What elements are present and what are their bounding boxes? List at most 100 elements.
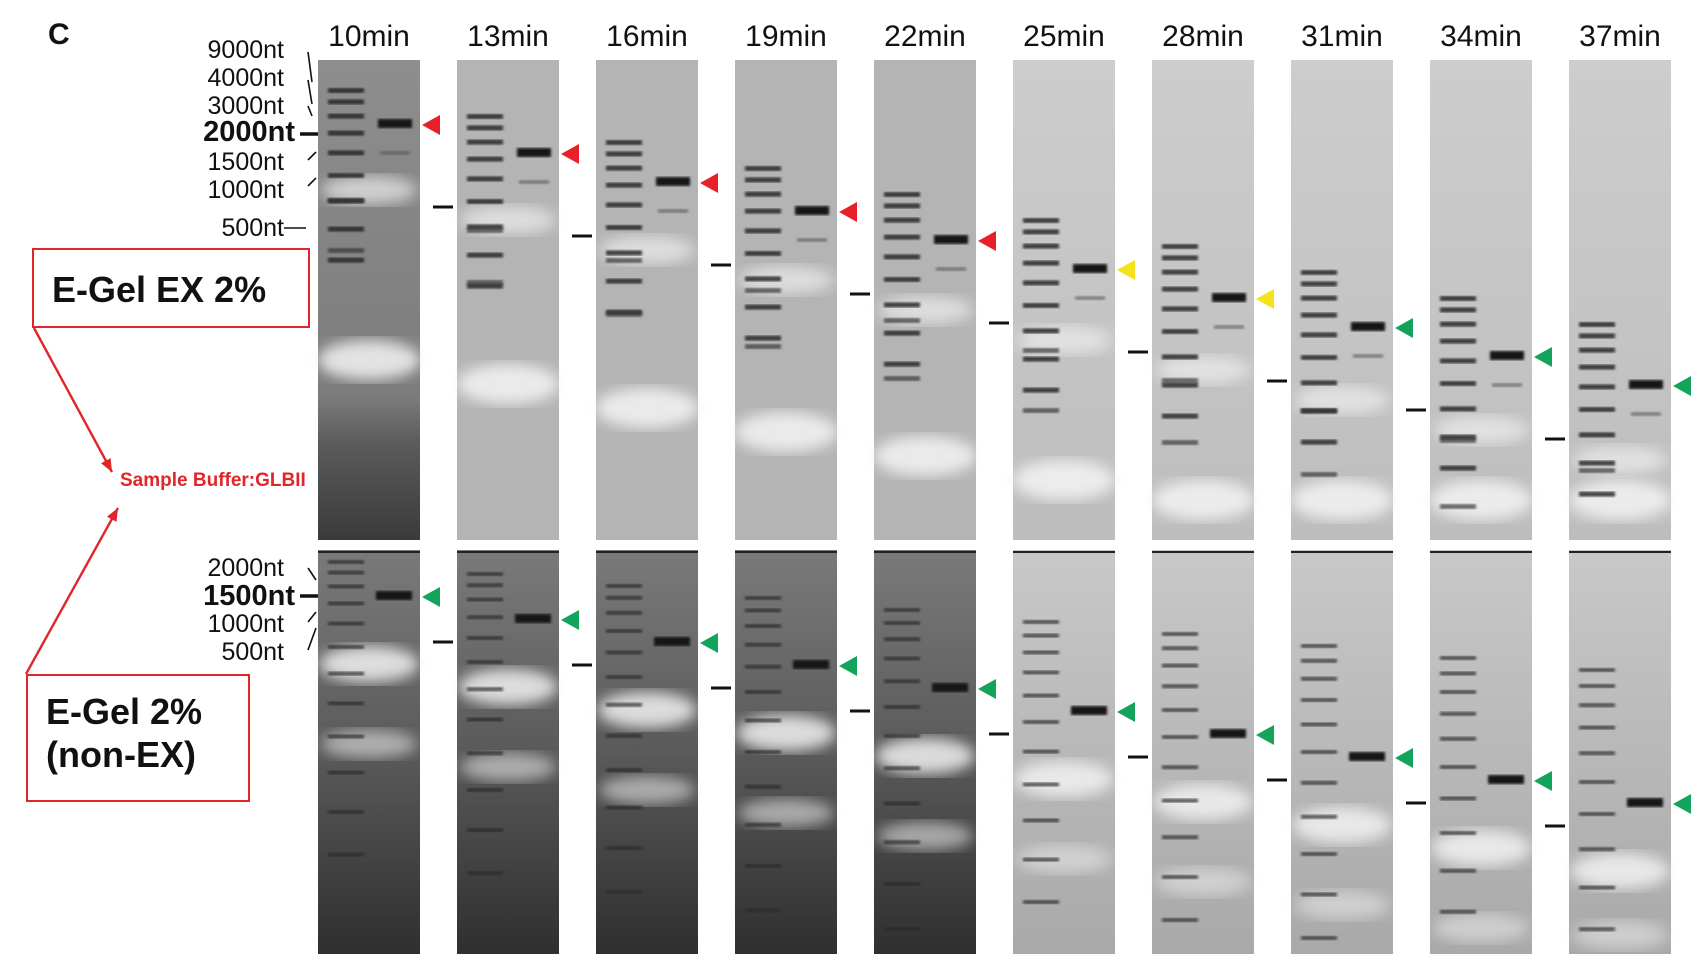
bottom-arrow-green-icon bbox=[561, 610, 579, 630]
bottom-ladder-band bbox=[745, 784, 781, 789]
top-ladder-band bbox=[1440, 358, 1476, 364]
bottom-ladder-band bbox=[884, 801, 920, 806]
bottom-ladder-band bbox=[1301, 750, 1337, 754]
bottom-dye-front bbox=[1431, 830, 1531, 866]
bottom-sample-band bbox=[654, 637, 690, 646]
top-ladder-band bbox=[1162, 329, 1198, 334]
bottom-dye-front-2 bbox=[460, 753, 556, 781]
bottom-ladder-band bbox=[1162, 708, 1198, 712]
top-sample-band bbox=[1490, 351, 1524, 360]
bottom-ladder-band bbox=[606, 584, 642, 588]
top-ladder-band bbox=[467, 156, 503, 162]
bottom-ladder-band bbox=[745, 608, 781, 613]
bottom-ladder-band bbox=[1162, 735, 1198, 739]
bottom-box-arrow-head bbox=[106, 508, 118, 522]
bottom-ladder-band bbox=[1023, 693, 1059, 698]
bottom-ladder-band bbox=[467, 871, 503, 876]
top-loading-glow bbox=[738, 266, 834, 294]
top-ladder-band bbox=[1440, 438, 1476, 443]
top-ladder-band bbox=[1023, 348, 1059, 353]
time-label-37min: 37min bbox=[1579, 20, 1661, 53]
top-sample-faint-band bbox=[380, 151, 410, 155]
top-ladder-band bbox=[1162, 382, 1198, 388]
bottom-dye-front bbox=[1153, 784, 1253, 820]
bottom-ladder-band bbox=[745, 750, 781, 754]
top-ladder-band bbox=[1579, 384, 1615, 390]
top-box-arrow-head bbox=[101, 458, 112, 472]
top-ladder-band bbox=[1162, 306, 1198, 312]
bottom-ladder-band bbox=[1023, 818, 1059, 823]
top-box-arrow bbox=[32, 327, 114, 473]
bottom-ladder-band bbox=[745, 718, 781, 723]
top-arrow-red-icon bbox=[700, 173, 718, 193]
top-ladder-band bbox=[1162, 269, 1198, 275]
top-ladder-band bbox=[1301, 439, 1337, 445]
bottom-ladder-band bbox=[745, 908, 781, 913]
top-ladder-band bbox=[1579, 333, 1615, 339]
bottom-ladder-band bbox=[1301, 658, 1337, 663]
bottom-ladder-band bbox=[1301, 780, 1337, 785]
top-ladder-band bbox=[884, 234, 920, 240]
bottom-ladder-band bbox=[328, 852, 364, 857]
bottom-ladder-band bbox=[467, 687, 503, 692]
bottom-sample-band bbox=[793, 660, 829, 669]
bottom-arrow-green-icon bbox=[422, 587, 440, 607]
top-ladder-band bbox=[328, 88, 364, 93]
bottom-ladder-band bbox=[328, 584, 364, 589]
top-ladder-band bbox=[1023, 387, 1059, 393]
top-ladder-band bbox=[328, 257, 364, 263]
top-marker-3000: 3000nt bbox=[207, 92, 284, 120]
bottom-ladder-band bbox=[1023, 857, 1059, 862]
bottom-ladder-band bbox=[1440, 736, 1476, 741]
top-ladder-band bbox=[884, 192, 920, 197]
bottom-ladder-band bbox=[1440, 765, 1476, 769]
bottom-ladder-band bbox=[745, 642, 781, 647]
top-lane-1 bbox=[457, 60, 559, 540]
top-ladder-band bbox=[1023, 328, 1059, 334]
top-marker-1500: 1500nt bbox=[207, 148, 284, 176]
time-label-28min: 28min bbox=[1162, 20, 1244, 53]
top-marker-500: 500nt bbox=[221, 214, 284, 242]
top-ladder-band bbox=[745, 344, 781, 349]
top-marker-leader bbox=[307, 51, 313, 83]
top-ladder-band bbox=[745, 208, 781, 214]
top-ladder-band bbox=[1162, 354, 1198, 360]
top-ladder-band bbox=[467, 199, 503, 204]
bottom-ladder-band bbox=[606, 805, 642, 810]
bottom-ladder-band bbox=[328, 701, 364, 706]
bottom-sample-band bbox=[1488, 775, 1524, 784]
bottom-arrow-green-icon bbox=[1117, 702, 1135, 722]
bottom-ladder-band bbox=[1579, 847, 1615, 852]
top-ladder-band bbox=[884, 361, 920, 367]
bottom-ladder-band bbox=[1023, 650, 1059, 655]
bottom-ladder-band bbox=[606, 733, 642, 738]
top-ladder-band bbox=[1023, 356, 1059, 362]
bottom-ladder-band bbox=[328, 671, 364, 676]
top-ladder-band bbox=[745, 166, 781, 171]
top-loading-glow bbox=[1294, 386, 1390, 414]
top-arrow-yellow-icon bbox=[1256, 289, 1274, 309]
top-ladder-band bbox=[328, 173, 364, 178]
top-ladder-band bbox=[1301, 270, 1337, 275]
bottom-ladder-band bbox=[328, 601, 364, 606]
top-ladder-band bbox=[328, 99, 364, 105]
bottom-ladder-band bbox=[1301, 892, 1337, 897]
time-label-13min: 13min bbox=[467, 20, 549, 53]
top-ladder-band bbox=[1579, 432, 1615, 438]
top-ladder-band bbox=[884, 203, 920, 209]
bottom-ladder-band bbox=[745, 664, 781, 669]
top-ladder-band bbox=[745, 228, 781, 234]
bottom-arrow-green-icon bbox=[1673, 794, 1691, 814]
top-arrow-red-icon bbox=[978, 231, 996, 251]
top-ladder-band bbox=[1162, 440, 1198, 445]
top-ladder-band bbox=[1023, 218, 1059, 223]
top-arrow-yellow-icon bbox=[1117, 260, 1135, 280]
top-ladder-band bbox=[1440, 434, 1476, 440]
bottom-arrow-green-icon bbox=[1256, 725, 1274, 745]
bottom-ladder-band bbox=[1301, 814, 1337, 819]
top-sample-faint-band bbox=[658, 209, 688, 213]
top-marker-leader bbox=[307, 151, 317, 161]
top-arrow-green-icon bbox=[1673, 376, 1691, 396]
bottom-dye-front-2 bbox=[1433, 914, 1529, 942]
